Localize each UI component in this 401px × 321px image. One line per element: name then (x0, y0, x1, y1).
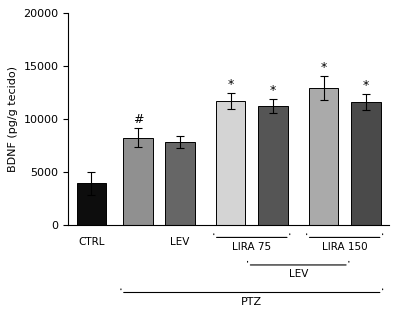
Y-axis label: BDNF (pg/g tecido): BDNF (pg/g tecido) (8, 66, 18, 172)
Text: *: * (270, 84, 276, 97)
Bar (165, 142, 195, 225)
Bar (258, 106, 288, 225)
Text: *: * (320, 61, 327, 74)
Bar (123, 138, 153, 225)
Bar (77, 183, 106, 225)
Text: *: * (363, 79, 369, 92)
Bar (216, 101, 245, 225)
Text: *: * (227, 78, 234, 91)
Text: PTZ: PTZ (241, 297, 262, 307)
Text: CTRL: CTRL (78, 238, 105, 247)
Bar (309, 88, 338, 225)
Bar (351, 102, 381, 225)
Text: LEV: LEV (289, 269, 308, 279)
Text: LIRA 150: LIRA 150 (322, 242, 367, 252)
Text: #: # (133, 113, 143, 126)
Text: LEV: LEV (170, 238, 190, 247)
Text: LIRA 75: LIRA 75 (232, 242, 271, 252)
